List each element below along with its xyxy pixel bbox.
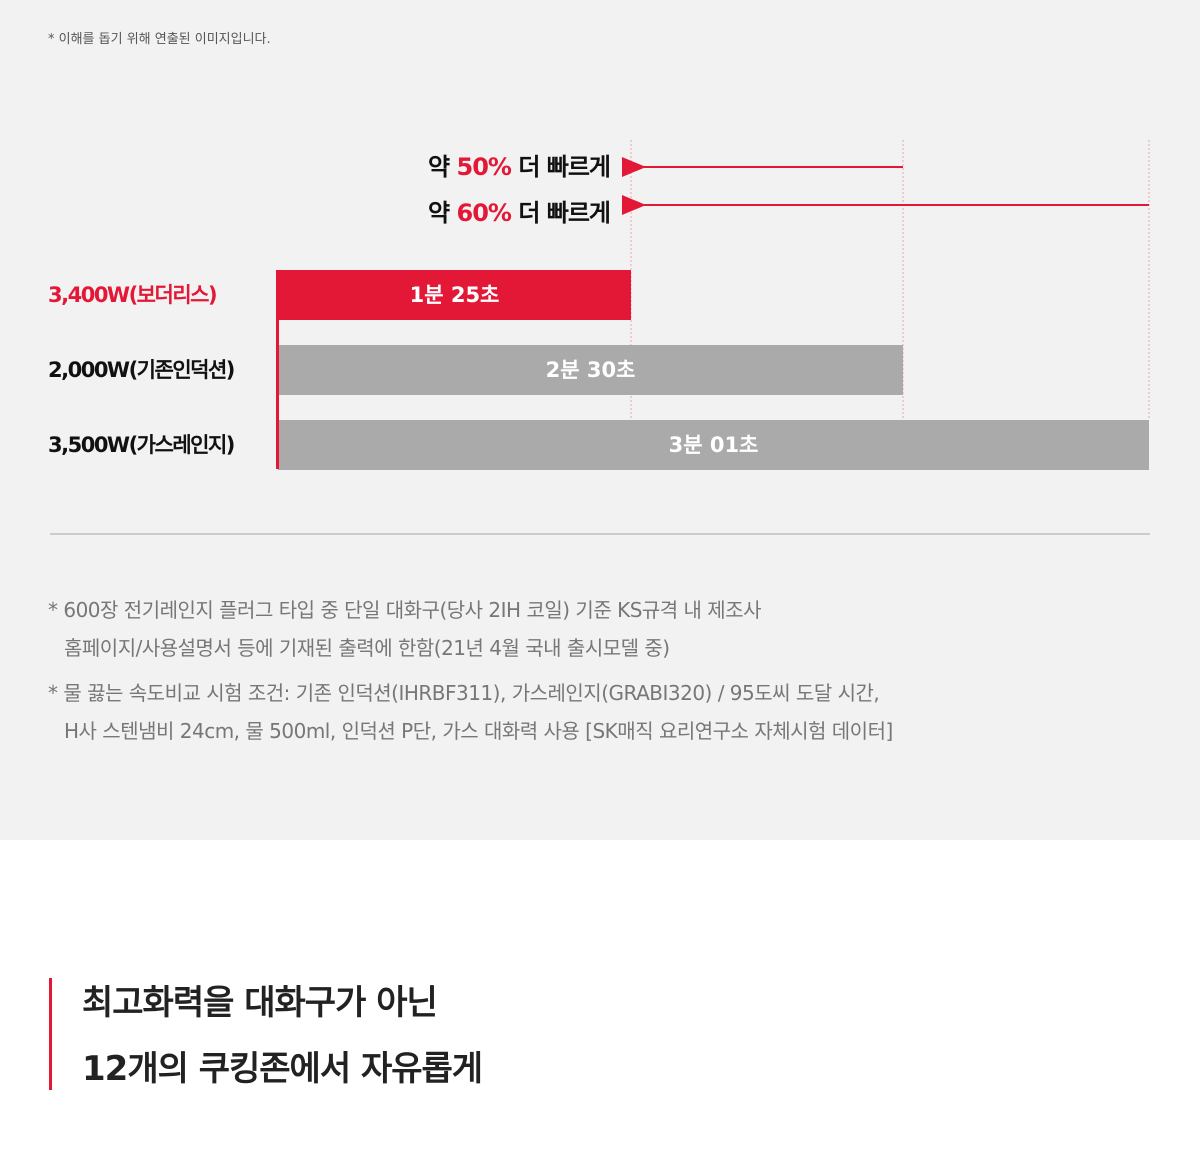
- bar-label: 3,400W(보더리스): [48, 283, 218, 307]
- prefix: 약: [428, 153, 450, 181]
- heading-line: 최고화력을 대화구가 아닌: [82, 983, 438, 1023]
- highlight: 50%: [456, 153, 512, 181]
- axis-line: [276, 270, 279, 469]
- suffix: 더 빠르게: [518, 199, 611, 227]
- comparison: 약 60% 더 빠르게: [428, 193, 611, 228]
- heading-accent: [49, 978, 52, 1090]
- highlight: 60%: [456, 199, 512, 227]
- footnote-line: * 600장 전기레인지 플러그 타입 중 단일 대화구(당사 2IH 코일) …: [48, 598, 762, 622]
- footnote-line: * 물 끓는 속도비교 시험 조건: 기존 인덕션(IHRBF311), 가스레…: [48, 681, 880, 705]
- bar: 3분 01초: [278, 420, 1149, 470]
- bar-label: 2,000W(기존인덕션): [48, 358, 235, 382]
- footnote: * 물 끓는 속도비교 시험 조건: 기존 인덕션(IHRBF311), 가스레…: [48, 674, 893, 750]
- bar: 1분 25초: [278, 270, 631, 320]
- heading: 최고화력을 대화구가 아닌 12개의 쿠킹존에서 자유롭게: [82, 970, 483, 1102]
- comparison: 약 50% 더 빠르게: [428, 147, 611, 182]
- footnote: * 600장 전기레인지 플러그 타입 중 단일 대화구(당사 2IH 코일) …: [48, 591, 762, 667]
- footnote-line: H사 스텐냄비 24cm, 물 500ml, 인덕션 P단, 가스 대화력 사용…: [64, 719, 893, 743]
- bar: 2분 30초: [278, 345, 903, 395]
- bar-label: 3,500W(가스레인지): [48, 433, 235, 457]
- footnote-line: 홈페이지/사용설명서 등에 기재된 출력에 한함(21년 4월 국내 출시모델 …: [64, 636, 670, 660]
- suffix: 더 빠르게: [518, 153, 611, 181]
- heading-line: 12개의 쿠킹존에서 자유롭게: [82, 1049, 483, 1089]
- prefix: 약: [428, 199, 450, 227]
- note: * 이해를 돕기 위해 연출된 이미지입니다.: [48, 32, 271, 47]
